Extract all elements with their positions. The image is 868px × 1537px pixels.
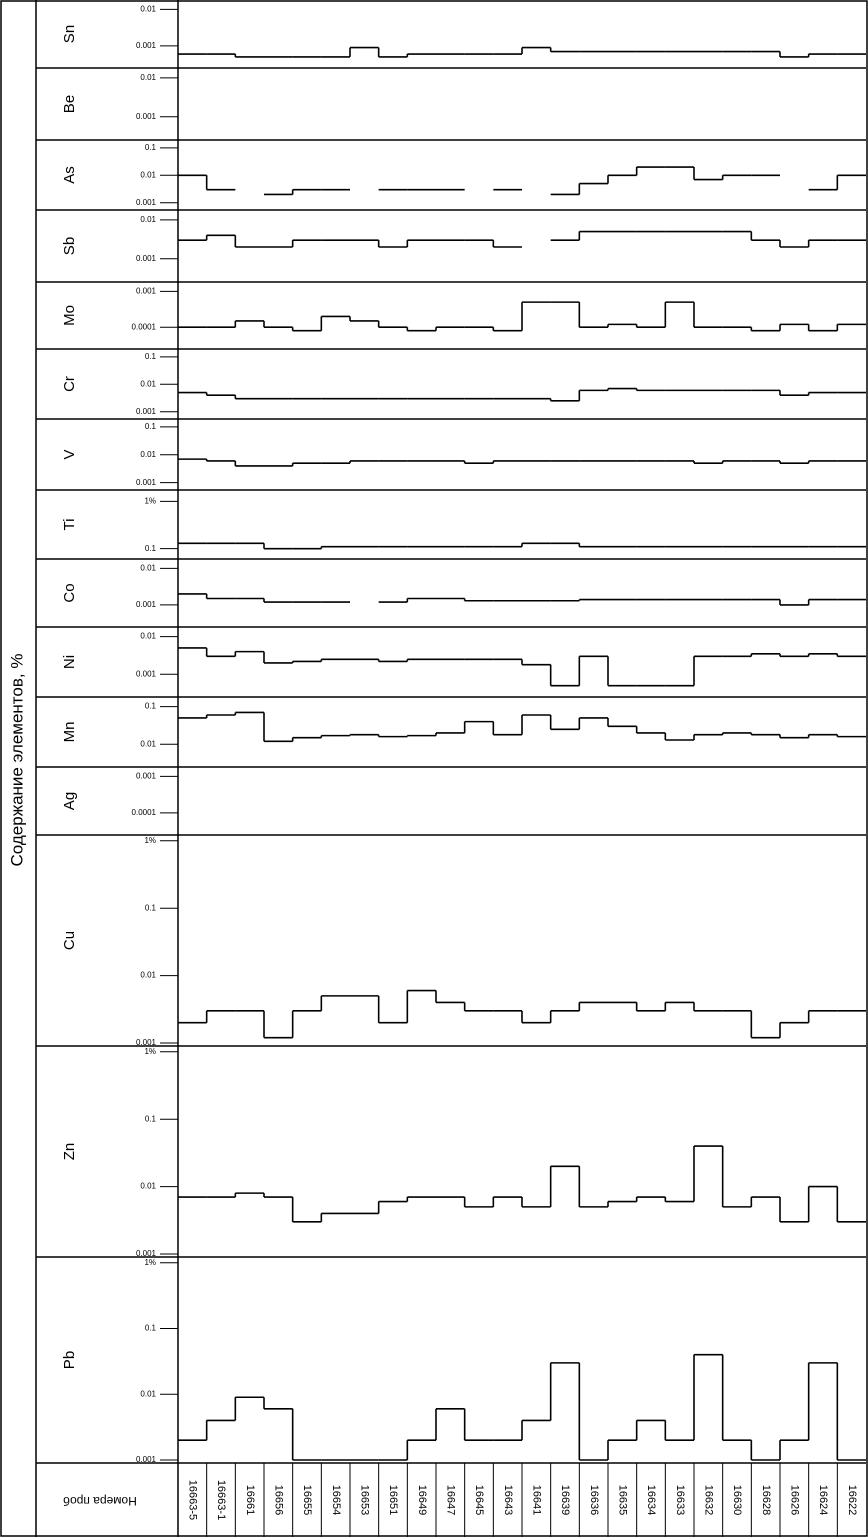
- sample-label: 16636: [588, 1485, 600, 1516]
- y-tick-label: 0.001: [136, 1249, 157, 1258]
- y-tick-label: 0.1: [145, 903, 157, 912]
- y-tick-label: 1%: [144, 1047, 156, 1056]
- y-tick-label: 0.0001: [132, 808, 157, 817]
- sample-label: 16649: [416, 1485, 428, 1516]
- element-label: As: [61, 166, 78, 184]
- y-tick-label: 1%: [144, 496, 156, 505]
- y-tick-label: 0.01: [140, 5, 156, 14]
- y-tick-label: 0.1: [145, 702, 157, 711]
- y-tick-label: 1%: [144, 836, 156, 845]
- y-tick-label: 0.001: [136, 198, 157, 207]
- y-tick-label: 0.01: [140, 632, 156, 641]
- y-tick-label: 0.01: [140, 564, 156, 573]
- sample-label: 16643: [502, 1485, 514, 1516]
- sample-label: 16630: [731, 1485, 743, 1516]
- element-label: Ni: [61, 655, 78, 669]
- y-tick-label: 0.1: [145, 1114, 157, 1123]
- y-tick-label: 1%: [144, 1258, 156, 1267]
- sample-label: 16628: [760, 1485, 772, 1516]
- sample-label: 16634: [645, 1485, 657, 1516]
- sample-label: 16654: [330, 1485, 342, 1516]
- element-label: Sn: [61, 25, 78, 43]
- sample-label: 16661: [244, 1485, 256, 1516]
- element-label: Pb: [61, 1351, 78, 1369]
- element-label: Cu: [61, 931, 78, 950]
- element-label: Zn: [61, 1143, 78, 1161]
- element-label: Mo: [61, 305, 78, 326]
- chart-title: Содержание элементов, %: [7, 654, 26, 867]
- y-tick-label: 0.1: [145, 422, 157, 431]
- element-label: Cr: [61, 376, 78, 392]
- sample-label: 16663-5: [186, 1480, 198, 1520]
- y-tick-label: 0.1: [145, 143, 157, 152]
- y-tick-label: 0.01: [140, 215, 156, 224]
- y-tick-label: 0.001: [136, 41, 157, 50]
- sample-label: 16655: [301, 1485, 313, 1516]
- element-label: Ag: [61, 792, 78, 810]
- element-label: Sb: [61, 237, 78, 255]
- y-tick-label: 0.001: [136, 407, 157, 416]
- sample-label: 16647: [444, 1485, 456, 1516]
- y-tick-label: 0.1: [145, 1324, 157, 1333]
- sample-label: 16645: [473, 1485, 485, 1516]
- y-tick-label: 0.001: [136, 1455, 157, 1464]
- y-tick-label: 0.1: [145, 352, 157, 361]
- y-tick-label: 0.01: [140, 379, 156, 388]
- element-label: Co: [61, 583, 78, 602]
- y-tick-label: 0.001: [136, 112, 157, 121]
- sample-label: 16641: [530, 1485, 542, 1516]
- y-tick-label: 0.01: [140, 1389, 156, 1398]
- sample-label: 16663-1: [215, 1480, 227, 1520]
- sample-label: 16624: [817, 1485, 829, 1516]
- y-tick-label: 0.01: [140, 170, 156, 179]
- y-tick-label: 0.01: [140, 1182, 156, 1191]
- element-label: V: [61, 449, 78, 459]
- y-tick-label: 0.001: [136, 1038, 157, 1047]
- sample-label: 16653: [358, 1485, 370, 1516]
- y-tick-label: 0.001: [136, 286, 157, 295]
- y-tick-label: 0.01: [140, 73, 156, 82]
- sample-label: 16633: [674, 1485, 686, 1516]
- sample-label: 16622: [846, 1485, 858, 1516]
- y-tick-label: 0.01: [140, 739, 156, 748]
- element-label: Mn: [61, 722, 78, 743]
- y-tick-label: 0.0001: [132, 322, 157, 331]
- sample-label: 16632: [702, 1485, 714, 1516]
- sample-label: 16639: [559, 1485, 571, 1516]
- y-tick-label: 0.01: [140, 450, 156, 459]
- element-label: Ti: [61, 519, 78, 531]
- element-label: Be: [61, 95, 78, 113]
- y-tick-label: 0.001: [136, 772, 157, 781]
- y-tick-label: 0.001: [136, 669, 157, 678]
- sample-label: 16656: [272, 1485, 284, 1516]
- x-axis-label: Номера проб: [63, 1494, 137, 1508]
- y-tick-label: 0.001: [136, 254, 157, 263]
- sample-label: 16635: [616, 1485, 628, 1516]
- sample-label: 16626: [788, 1485, 800, 1516]
- y-tick-label: 0.001: [136, 478, 157, 487]
- y-tick-label: 0.01: [140, 971, 156, 980]
- y-tick-label: 0.1: [145, 544, 157, 553]
- sample-label: 16651: [387, 1485, 399, 1516]
- y-tick-label: 0.001: [136, 600, 157, 609]
